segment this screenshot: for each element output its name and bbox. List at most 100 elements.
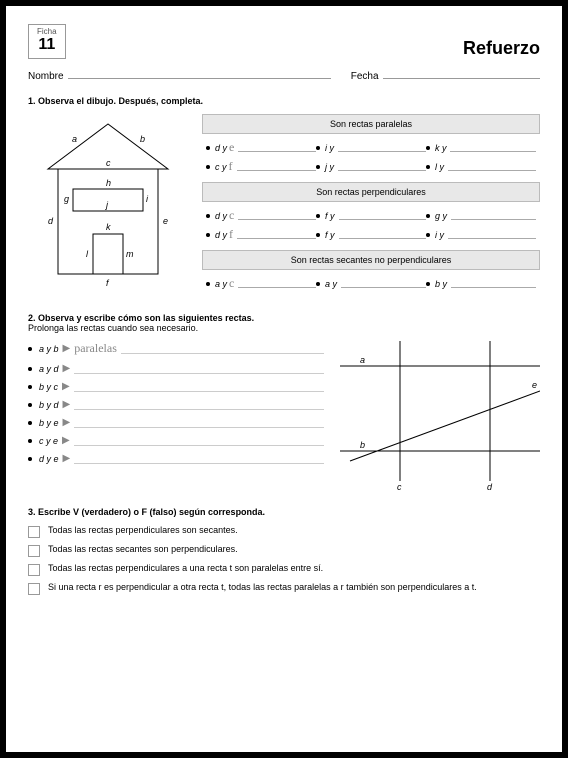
q3-statement: Todas las rectas perpendiculares son sec… xyxy=(48,525,238,535)
q1-blank[interactable] xyxy=(450,143,535,152)
ficha-number: 11 xyxy=(37,36,57,54)
svg-text:b: b xyxy=(360,440,365,450)
q1-pair-label: d y xyxy=(215,143,227,153)
q1-blank[interactable] xyxy=(238,143,316,152)
q2-row: c y e▶ xyxy=(28,435,324,446)
q1-pair-label: g y xyxy=(435,211,447,221)
refuerzo-title: Refuerzo xyxy=(463,38,540,59)
q1-item: k y xyxy=(426,140,536,155)
q1-item: i y xyxy=(426,227,536,242)
fecha-input[interactable] xyxy=(383,67,540,79)
q1-answer[interactable]: c xyxy=(229,276,234,291)
question-1: 1. Observa el dibujo. Después, completa.… xyxy=(28,96,540,299)
q1-blank[interactable] xyxy=(339,230,426,239)
q1-item: d y c xyxy=(206,208,316,223)
q3-title: 3. Escribe V (verdadero) o F (falso) seg… xyxy=(28,507,540,517)
q3-checkbox[interactable] xyxy=(28,583,40,595)
q1-blank[interactable] xyxy=(341,279,426,288)
q1-pair-label: f y xyxy=(325,211,335,221)
fecha-label: Fecha xyxy=(351,71,379,82)
q1-blank[interactable] xyxy=(451,211,536,220)
q3-row: Todas las rectas perpendiculares a una r… xyxy=(28,563,540,576)
q3-checkbox[interactable] xyxy=(28,526,40,538)
q1-pair-label: i y xyxy=(435,230,444,240)
q2-pair-label: b y d xyxy=(39,400,59,410)
q1-item: d y e xyxy=(206,140,316,155)
q2-answer[interactable]: paralelas xyxy=(74,341,117,356)
q1-blank[interactable] xyxy=(451,279,536,288)
q3-statement: Todas las rectas secantes son perpendicu… xyxy=(48,544,238,554)
q1-item: a y c xyxy=(206,276,316,291)
q1-answer[interactable]: c xyxy=(229,208,234,223)
q2-subtitle: Prolonga las rectas cuando sea necesario… xyxy=(28,323,198,333)
q1-blank[interactable] xyxy=(338,143,426,152)
svg-text:i: i xyxy=(146,194,149,204)
q1-blank[interactable] xyxy=(238,211,316,220)
q2-row: b y e▶ xyxy=(28,417,324,428)
q2-diagram: a b c d e xyxy=(340,341,540,493)
q2-pair-label: d y e xyxy=(39,454,59,464)
svg-text:a: a xyxy=(72,134,77,144)
q2-blank[interactable] xyxy=(74,400,324,410)
arrow-icon: ▶ xyxy=(63,363,71,374)
name-date-row: Nombre Fecha xyxy=(28,67,540,82)
q2-pair-label: a y b xyxy=(39,344,59,354)
q1-box-header: Son rectas paralelas xyxy=(202,114,540,134)
q2-title: 2. Observa y escribe cómo son las siguie… xyxy=(28,313,540,333)
q2-blank[interactable] xyxy=(121,344,324,354)
ficha-box: Ficha 11 xyxy=(28,24,66,59)
svg-text:d: d xyxy=(48,216,54,226)
q1-pair-label: c y xyxy=(215,162,227,172)
svg-text:c: c xyxy=(397,482,402,491)
q1-pair-label: k y xyxy=(435,143,447,153)
q3-row: Todas las rectas perpendiculares son sec… xyxy=(28,525,540,538)
arrow-icon: ▶ xyxy=(63,453,71,464)
q1-item: l y xyxy=(426,159,536,174)
q2-blank[interactable] xyxy=(74,382,324,392)
q1-blank[interactable] xyxy=(448,230,536,239)
q2-row: b y c▶ xyxy=(28,381,324,392)
arrow-icon: ▶ xyxy=(63,343,71,354)
svg-text:e: e xyxy=(163,216,168,226)
q2-pair-label: b y e xyxy=(39,418,59,428)
q1-pair-label: j y xyxy=(325,162,334,172)
q1-answer[interactable]: f xyxy=(229,227,233,242)
house-diagram: a b c h g j i k d e l m f xyxy=(28,114,188,299)
q2-blank[interactable] xyxy=(74,364,324,374)
svg-text:m: m xyxy=(126,249,134,259)
question-3: 3. Escribe V (verdadero) o F (falso) seg… xyxy=(28,507,540,595)
q3-statement: Todas las rectas perpendiculares a una r… xyxy=(48,563,323,573)
q2-list: a y b▶paralelasa y d▶b y c▶b y d▶b y e▶c… xyxy=(28,341,324,493)
worksheet-page: Ficha 11 Refuerzo Nombre Fecha 1. Observ… xyxy=(0,0,568,758)
q3-list: Todas las rectas perpendiculares son sec… xyxy=(28,525,540,595)
q1-blank[interactable] xyxy=(237,162,316,171)
svg-text:c: c xyxy=(106,158,111,168)
q1-item: a y xyxy=(316,276,426,291)
q1-answer[interactable]: e xyxy=(229,140,234,155)
q3-checkbox[interactable] xyxy=(28,545,40,557)
q1-blank[interactable] xyxy=(338,162,426,171)
svg-text:k: k xyxy=(106,222,111,232)
q1-blank[interactable] xyxy=(238,279,316,288)
nombre-input[interactable] xyxy=(68,67,331,79)
q3-checkbox[interactable] xyxy=(28,564,40,576)
q1-blank[interactable] xyxy=(339,211,426,220)
question-2: 2. Observa y escribe cómo son las siguie… xyxy=(28,313,540,493)
svg-text:a: a xyxy=(360,355,365,365)
ficha-label: Ficha xyxy=(37,27,57,36)
q2-blank[interactable] xyxy=(74,436,324,446)
q1-pair-label: l y xyxy=(435,162,444,172)
q2-blank[interactable] xyxy=(74,418,324,428)
arrow-icon: ▶ xyxy=(63,399,71,410)
q1-blank[interactable] xyxy=(237,230,316,239)
q1-box-items: d y cf yg yd y ff yi y xyxy=(202,206,540,250)
q1-item: d y f xyxy=(206,227,316,242)
q1-box-items: d y ei yk yc y fj yl y xyxy=(202,138,540,182)
q1-item: f y xyxy=(316,208,426,223)
nombre-label: Nombre xyxy=(28,71,64,82)
q2-pair-label: a y d xyxy=(39,364,59,374)
q3-statement: Si una recta r es perpendicular a otra r… xyxy=(48,582,477,592)
q2-blank[interactable] xyxy=(74,454,324,464)
q1-blank[interactable] xyxy=(448,162,536,171)
q1-answer[interactable]: f xyxy=(229,159,233,174)
